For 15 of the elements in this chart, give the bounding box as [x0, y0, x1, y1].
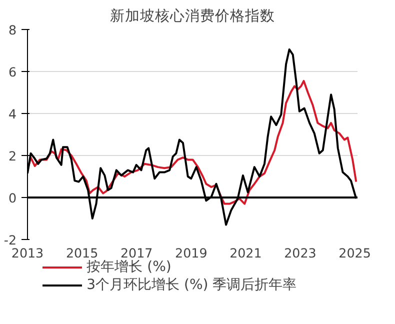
y-tick-label: 8: [8, 22, 17, 38]
x-tick-label: 2015: [66, 246, 98, 260]
legend-label: 3个月环比增长 (%) 季调后折年率: [86, 276, 297, 294]
x-tick-label: 2025: [338, 246, 371, 260]
x-tick-label: 2017: [120, 246, 153, 260]
x-tick-label: 2023: [284, 246, 316, 260]
x-tick-label: 2019: [175, 246, 208, 260]
y-tick-label: 0: [8, 190, 17, 206]
y-tick-label: -2: [4, 232, 17, 248]
x-tick-label: 2013: [11, 246, 44, 260]
y-tick-label: 6: [8, 64, 17, 80]
y-tick-label: 4: [8, 106, 17, 122]
x-tick-label: 2021: [230, 246, 262, 260]
y-tick-label: 2: [8, 148, 17, 164]
chart-title: 新加坡核心消费价格指数: [110, 8, 275, 24]
